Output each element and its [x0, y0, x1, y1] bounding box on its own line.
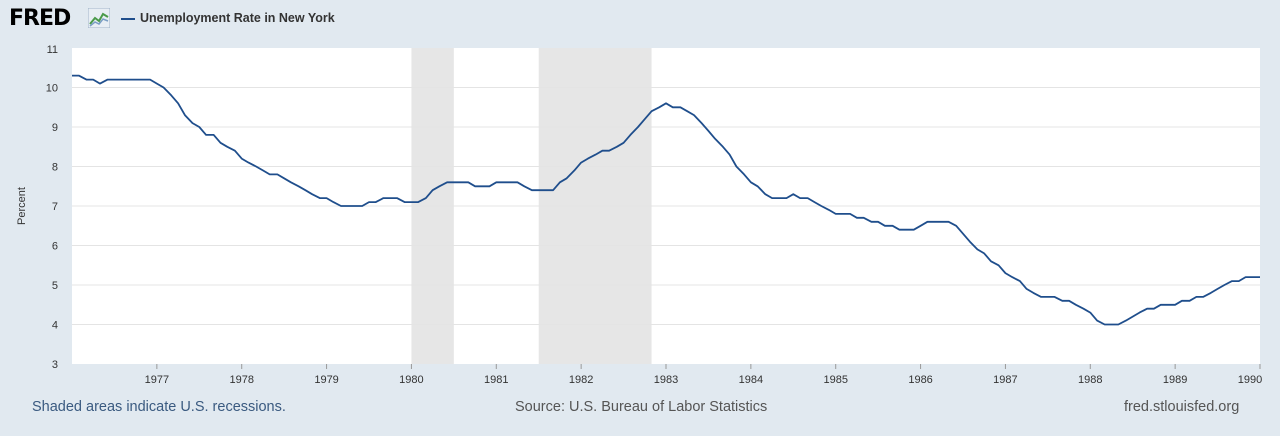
y-tick-label: 4 [52, 320, 58, 332]
chart-header: FRED Unemployment Rate in New York [0, 0, 1280, 40]
x-tick-label: 1988 [1078, 374, 1102, 386]
gridlines [72, 87, 1260, 325]
legend-series-label: Unemployment Rate in New York [140, 11, 335, 25]
x-tick-label: 1978 [229, 374, 253, 386]
fred-logo[interactable]: FRED [9, 6, 71, 31]
series-line [72, 74, 1260, 326]
x-tick-label: 1986 [908, 374, 932, 386]
x-tick-label: 1984 [739, 374, 763, 386]
source-note: Source: U.S. Bureau of Labor Statistics [515, 399, 768, 415]
x-tick-label: 1979 [314, 374, 338, 386]
y-tick-label: 11 [47, 44, 58, 56]
x-tick-label: 1980 [399, 374, 423, 386]
y-axis-label: Percent [16, 187, 28, 225]
x-tick-label: 1989 [1163, 374, 1187, 386]
x-tick-label: 1985 [823, 374, 847, 386]
x-tick-label: 1977 [145, 374, 169, 386]
recession-note: Shaded areas indicate U.S. recessions. [32, 399, 286, 415]
fred-site-link[interactable]: fred.stlouisfed.org [1124, 399, 1240, 415]
legend-line-swatch [121, 18, 135, 20]
y-axis-ticks: 3 4 5 6 7 8 9 10 11 [46, 44, 58, 371]
x-tick-label: 1983 [654, 374, 678, 386]
y-tick-label: 5 [52, 280, 58, 292]
x-tick-label: 1987 [993, 374, 1017, 386]
y-tick-label: 6 [52, 241, 58, 253]
x-tick-label: 1982 [569, 374, 593, 386]
x-tick-label: 1981 [484, 374, 508, 386]
y-tick-label: 3 [52, 359, 58, 371]
fred-chart-icon [88, 8, 110, 28]
y-tick-label: 8 [52, 162, 58, 174]
y-tick-label: 7 [52, 201, 58, 213]
y-tick-label: 10 [46, 83, 58, 95]
series-layer [72, 74, 1260, 326]
x-axis-ticks: 1977 1978 1979 1980 1981 1982 1983 1984 1985 1986… [145, 364, 1262, 386]
y-tick-label: 9 [52, 122, 58, 134]
x-tick-label: 1990 [1238, 374, 1262, 386]
